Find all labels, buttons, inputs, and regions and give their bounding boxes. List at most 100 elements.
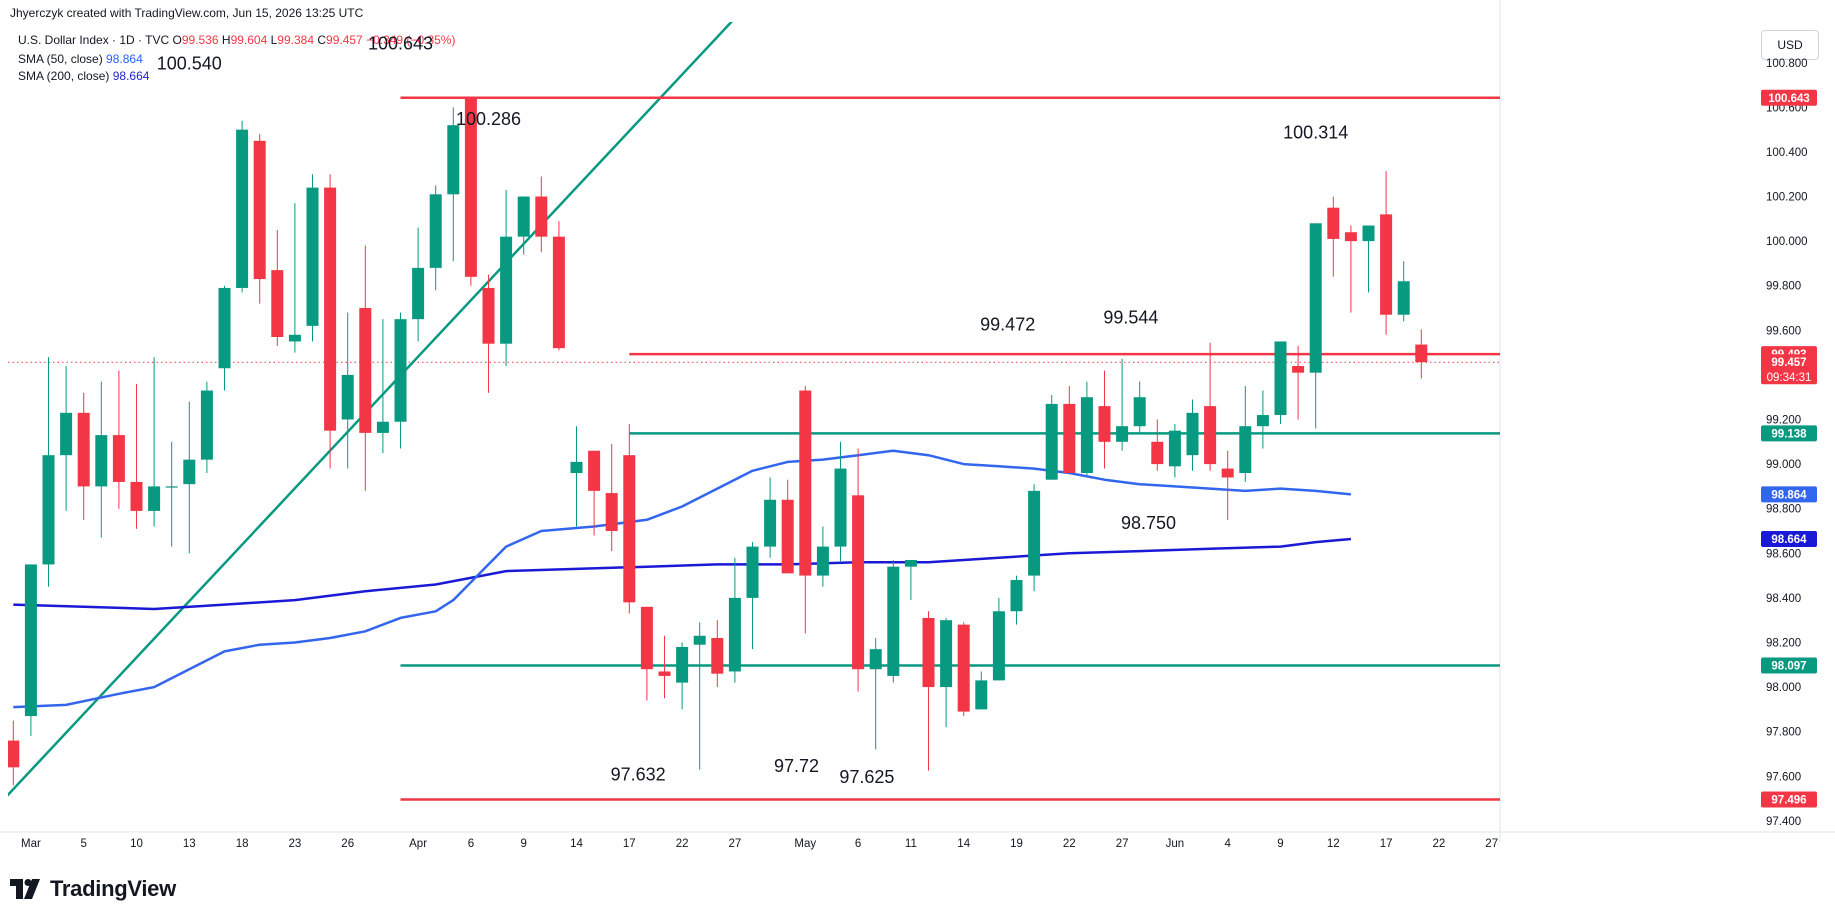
candle [60,365,73,511]
plot-area: 100.540 100.643 100.286 97.632 97.72 97.625 99… [8,22,1500,801]
candle-body [112,435,125,482]
y-tick-label: 100.400 [1766,147,1808,159]
change-value: −0.349 (−0.35%) [366,33,456,47]
y-tick-label: 97.800 [1766,727,1801,739]
sma50-legend[interactable]: SMA (50, close) 98.864 [18,52,143,66]
candle-body [1397,281,1410,315]
sma200-axis-label-bg [1761,531,1817,548]
candle-body [1221,468,1234,478]
x-tick-label: 22 [1063,838,1076,850]
candle [852,448,865,692]
candle-body [693,635,706,645]
candle-body [165,486,178,488]
y-tick-label: 100.200 [1766,192,1808,204]
candle-body [746,546,759,598]
candle-body [781,499,794,574]
candle [711,620,724,688]
y-tick-label: 100.800 [1766,58,1808,70]
candle-body [623,455,636,603]
level-axis-label-bg [1761,89,1817,106]
candle [975,671,988,710]
candle-body [288,334,301,342]
candle-body [1204,406,1217,465]
price-annotation: 97.632 [611,765,666,785]
x-tick-label: 5 [80,838,86,850]
candle [623,423,636,614]
price-annotation: 100.314 [1283,123,1348,143]
candle [1380,171,1393,335]
level-axis-label: 97.496 [1771,794,1806,806]
candle [77,392,90,520]
candle [1133,381,1146,433]
candle [1397,261,1410,322]
candle-body [552,236,565,349]
candle-body [1080,397,1093,474]
candle [112,370,125,509]
candle-body [764,499,777,547]
price-annotation: 98.750 [1121,513,1176,533]
candle-body [1063,403,1076,474]
candle [1327,196,1340,277]
candle [1010,575,1023,625]
candle-body [640,606,653,670]
candle [200,381,213,474]
candle [922,611,935,771]
candle-body [1045,403,1058,480]
candle-body [1292,365,1305,373]
x-tick-label: 6 [468,838,474,850]
instrument-label: U.S. Dollar Index · 1D · TVC [18,33,170,47]
x-tick-label: 11 [905,838,917,850]
sma50-axis-label-bg [1761,486,1817,503]
sma200-legend[interactable]: SMA (200, close) 98.664 [18,69,149,83]
candle [42,357,55,587]
level-axis-label-bg [1761,657,1817,674]
candle [1186,399,1199,471]
candle-body [1116,426,1129,442]
x-tick-label: Apr [409,838,427,850]
candle-body [1327,207,1340,239]
tradingview-logo-icon [10,879,40,899]
x-tick-label: 4 [1224,838,1231,850]
candle [394,312,407,449]
open-value: 99.536 [181,33,219,47]
price-chart[interactable]: 100.800100.600100.400100.200100.00099.80… [0,0,1835,870]
candle-body [359,308,372,433]
currency-button[interactable]: USD [1761,30,1819,60]
candle [1256,390,1269,449]
candle-body [394,319,407,422]
candle [1221,450,1234,520]
price-annotation: 97.72 [774,756,819,776]
candle [447,107,460,262]
candle [957,622,970,717]
candle-body [940,620,953,688]
x-tick-label: 27 [1116,838,1129,850]
x-tick-label: 19 [1010,838,1023,850]
candle-body [852,495,865,670]
y-tick-label: 99.800 [1766,281,1801,293]
tradingview-logo[interactable]: TradingView [10,876,176,902]
candle [376,319,389,453]
candle [1116,358,1129,451]
candle [130,383,143,529]
x-tick-label: 18 [236,838,249,850]
candle [1274,341,1287,424]
ohlc-legend[interactable]: U.S. Dollar Index · 1D · TVC O99.536 H99… [18,33,455,47]
candle [412,227,425,342]
candle [148,357,161,527]
candle-body [130,481,143,511]
candle-body [77,412,90,487]
candle [658,635,671,699]
y-tick-label: 99.000 [1766,459,1801,471]
candle [693,622,706,770]
sma200-value: 98.664 [112,69,150,83]
candle [1080,381,1093,476]
price-annotation: 100.643 [368,33,433,53]
price-annotation: 97.625 [839,767,894,787]
x-tick-label: 17 [623,838,636,850]
x-tick-label: 26 [341,838,354,850]
candle [8,720,20,786]
candle [869,638,882,750]
candle-body [887,566,900,676]
candle-body [200,390,213,460]
candle [552,221,565,351]
